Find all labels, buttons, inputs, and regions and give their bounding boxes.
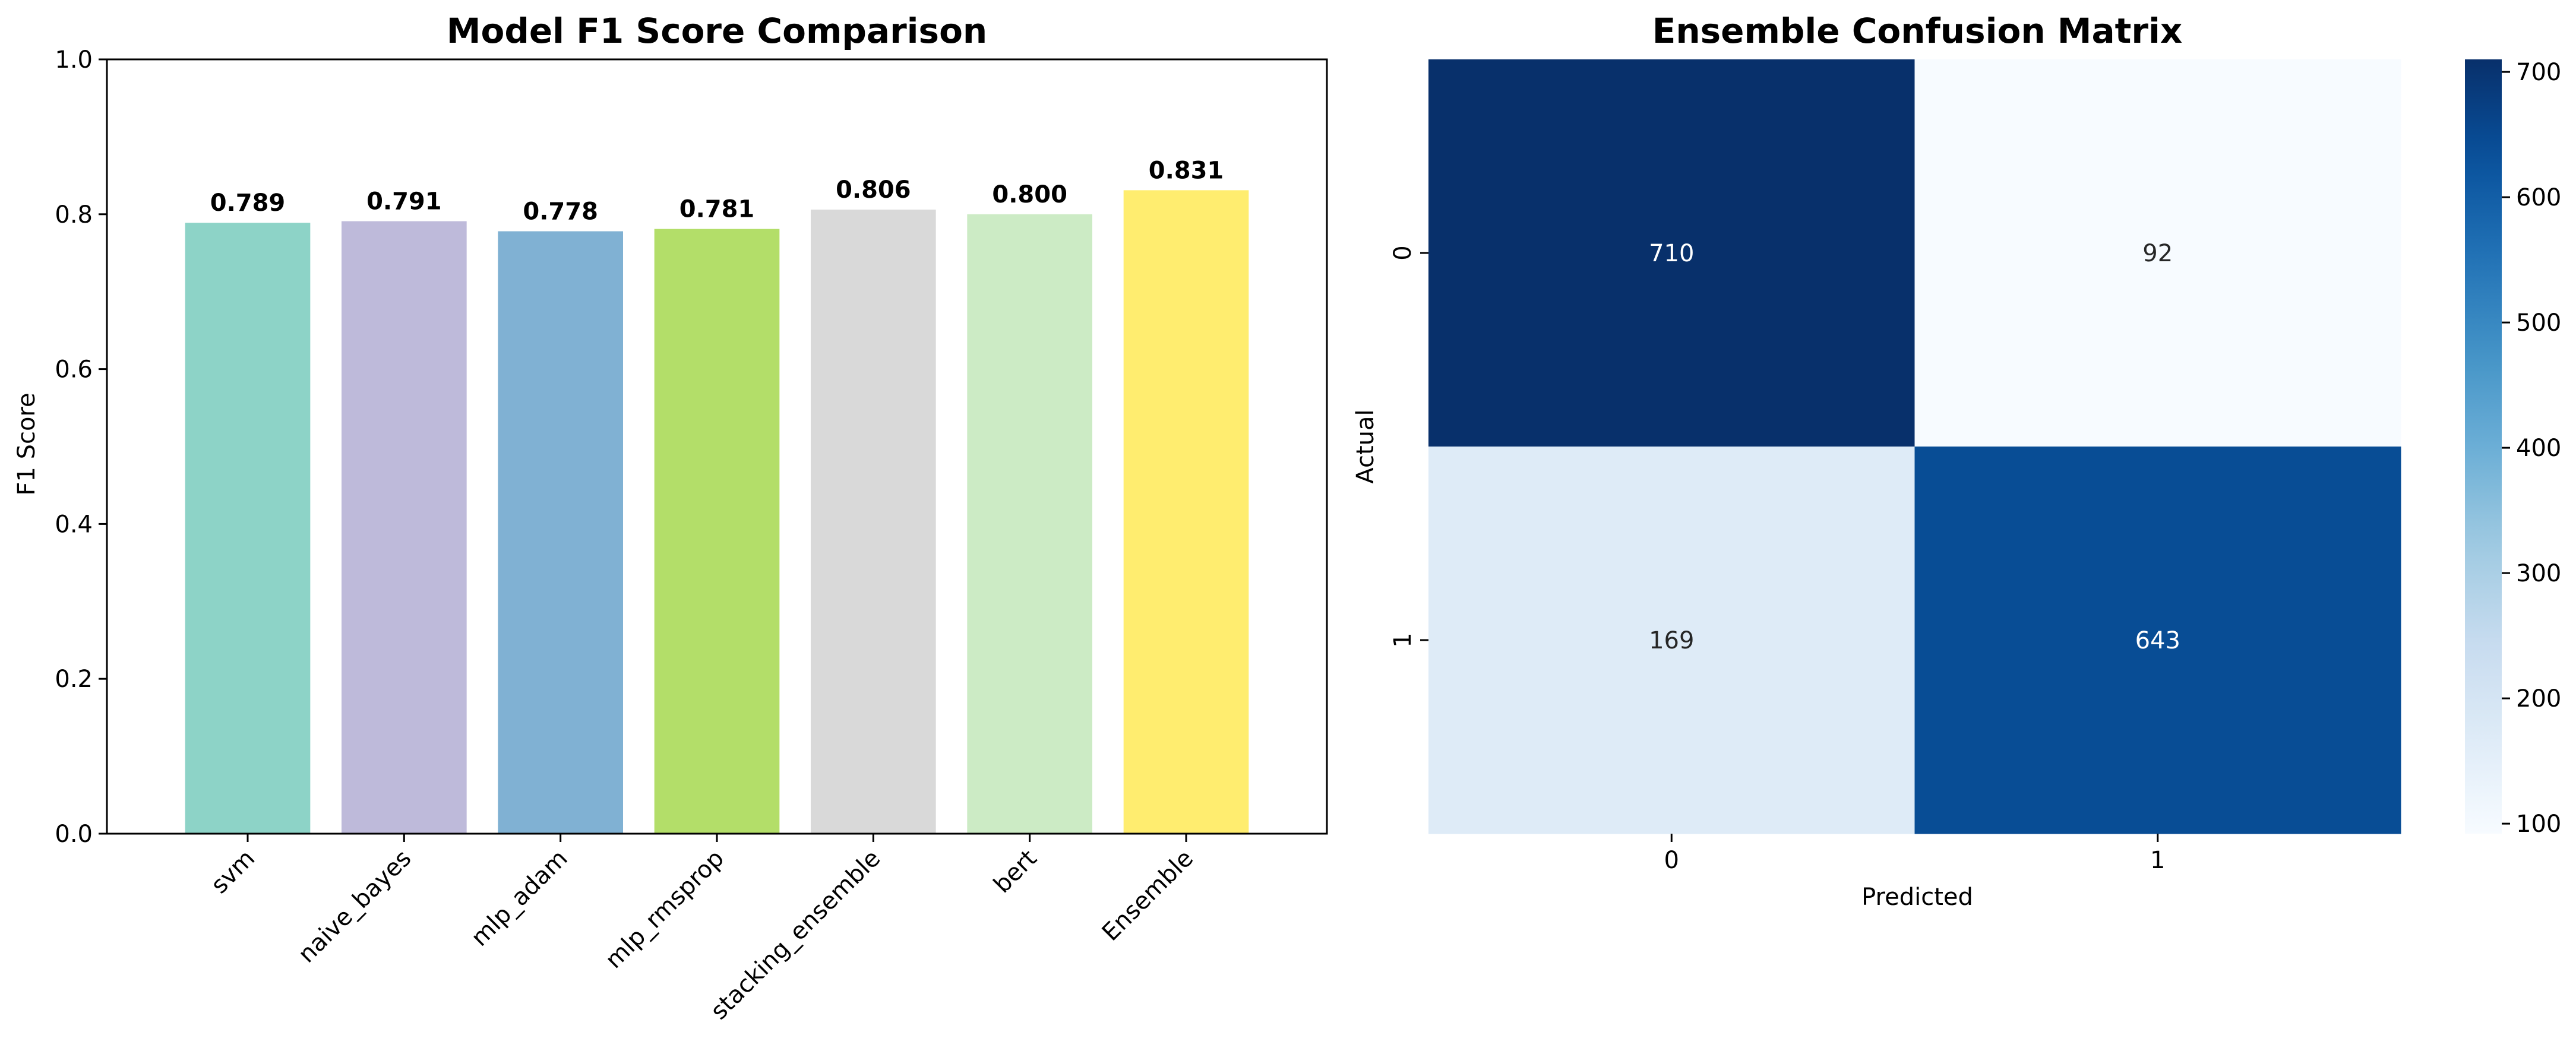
bar-x-tick-label: mlp_adam bbox=[466, 845, 573, 952]
colorbar-tick-label: 200 bbox=[2516, 685, 2561, 713]
heatmap-cell bbox=[1428, 447, 1915, 834]
heatmap-cell bbox=[1914, 59, 2401, 447]
bar-y-tick-label: 0.8 bbox=[55, 201, 93, 229]
bar-x-tick-label: bert bbox=[988, 845, 1042, 899]
heatmap-cell-value: 643 bbox=[2135, 627, 2180, 654]
bar-chart-title: Model F1 Score Comparison bbox=[447, 11, 987, 51]
bar-x-tick-labels: svm naive_bayes mlp_adam mlp_rmspropstackin… bbox=[206, 834, 1199, 1025]
bar-y-tick-label: 0.0 bbox=[55, 821, 93, 848]
heatmap-cell-value: 92 bbox=[2142, 240, 2173, 267]
colorbar-tick-label: 400 bbox=[2516, 435, 2561, 462]
bar-x-tick-label: mlp_rmsprop bbox=[600, 845, 729, 974]
bar-chart-ylabel: F1 Score bbox=[13, 392, 40, 495]
bar bbox=[498, 231, 623, 834]
bar-value-label: 0.831 bbox=[1149, 157, 1224, 184]
bar-chart-panel: Model F1 Score Comparison F1 Score 0.00.… bbox=[13, 11, 1328, 1025]
bar-x-tick-label: stacking_ensemble bbox=[706, 845, 886, 1025]
bar bbox=[185, 223, 311, 834]
heatmap-y-tick-label: 1 bbox=[1389, 632, 1417, 647]
bar-chart-axes-frame bbox=[106, 58, 1328, 835]
bar-value-label: 0.778 bbox=[523, 198, 598, 225]
heatmap-cell bbox=[1428, 59, 1915, 447]
heatmap-x-tick-label: 0 bbox=[1664, 847, 1679, 874]
bar-x-tick-label: Ensemble bbox=[1097, 845, 1199, 946]
bar bbox=[967, 214, 1092, 834]
colorbar-tick-label: 600 bbox=[2516, 184, 2561, 211]
bar-x-tick-label: svm bbox=[206, 845, 261, 900]
colorbar-tick-label: 500 bbox=[2516, 309, 2561, 337]
colorbar-gradient bbox=[2465, 59, 2502, 834]
bar bbox=[654, 229, 780, 834]
bar-y-tick-label: 0.2 bbox=[55, 666, 93, 693]
bar bbox=[342, 221, 467, 834]
bar-x-tick-label: naive_bayes bbox=[293, 845, 416, 968]
heatmap-y-tick-label: 0 bbox=[1389, 245, 1417, 260]
colorbar: 100 200 300 400 500 600 700 bbox=[2465, 59, 2561, 838]
confusion-matrix-ylabel: Actual bbox=[1352, 409, 1379, 483]
heatmap-cell-value: 169 bbox=[1649, 627, 1694, 654]
heatmap-y-tick-labels: 01 bbox=[1389, 245, 1428, 648]
colorbar-tick-label: 100 bbox=[2516, 811, 2561, 838]
colorbar-tick-label: 300 bbox=[2516, 560, 2561, 587]
bar-value-label: 0.800 bbox=[992, 181, 1067, 208]
bar-value-labels: 0.789 0.791 0.778 0.781 0.806 0.800 0.831 bbox=[210, 157, 1224, 225]
confusion-matrix-title: Ensemble Confusion Matrix bbox=[1652, 11, 2183, 51]
bar-y-tick-label: 0.4 bbox=[55, 511, 93, 538]
colorbar-tick-label: 700 bbox=[2516, 59, 2561, 86]
bar-series bbox=[185, 190, 1249, 834]
bar-y-tick-label: 0.6 bbox=[55, 356, 93, 384]
bar bbox=[811, 209, 936, 834]
bar-value-label: 0.791 bbox=[366, 188, 442, 216]
heatmap-x-tick-label: 1 bbox=[2150, 847, 2165, 874]
heatmap-cell-values: 710 92 169 643 bbox=[1649, 240, 2180, 654]
heatmap-cell-value: 710 bbox=[1649, 240, 1694, 267]
heatmap-cell bbox=[1914, 447, 2401, 834]
bar-y-tick-label: 1.0 bbox=[55, 46, 93, 74]
bar-value-label: 0.781 bbox=[679, 196, 755, 223]
confusion-matrix-xlabel: Predicted bbox=[1861, 884, 1973, 911]
bar-y-tick-labels: 0.0 0.2 0.4 0.6 0.8 1.0 bbox=[55, 46, 107, 848]
heatmap-cells bbox=[1428, 59, 2401, 834]
bar-value-label: 0.789 bbox=[210, 189, 286, 217]
bar bbox=[1123, 190, 1249, 834]
bar-value-label: 0.806 bbox=[836, 176, 911, 204]
